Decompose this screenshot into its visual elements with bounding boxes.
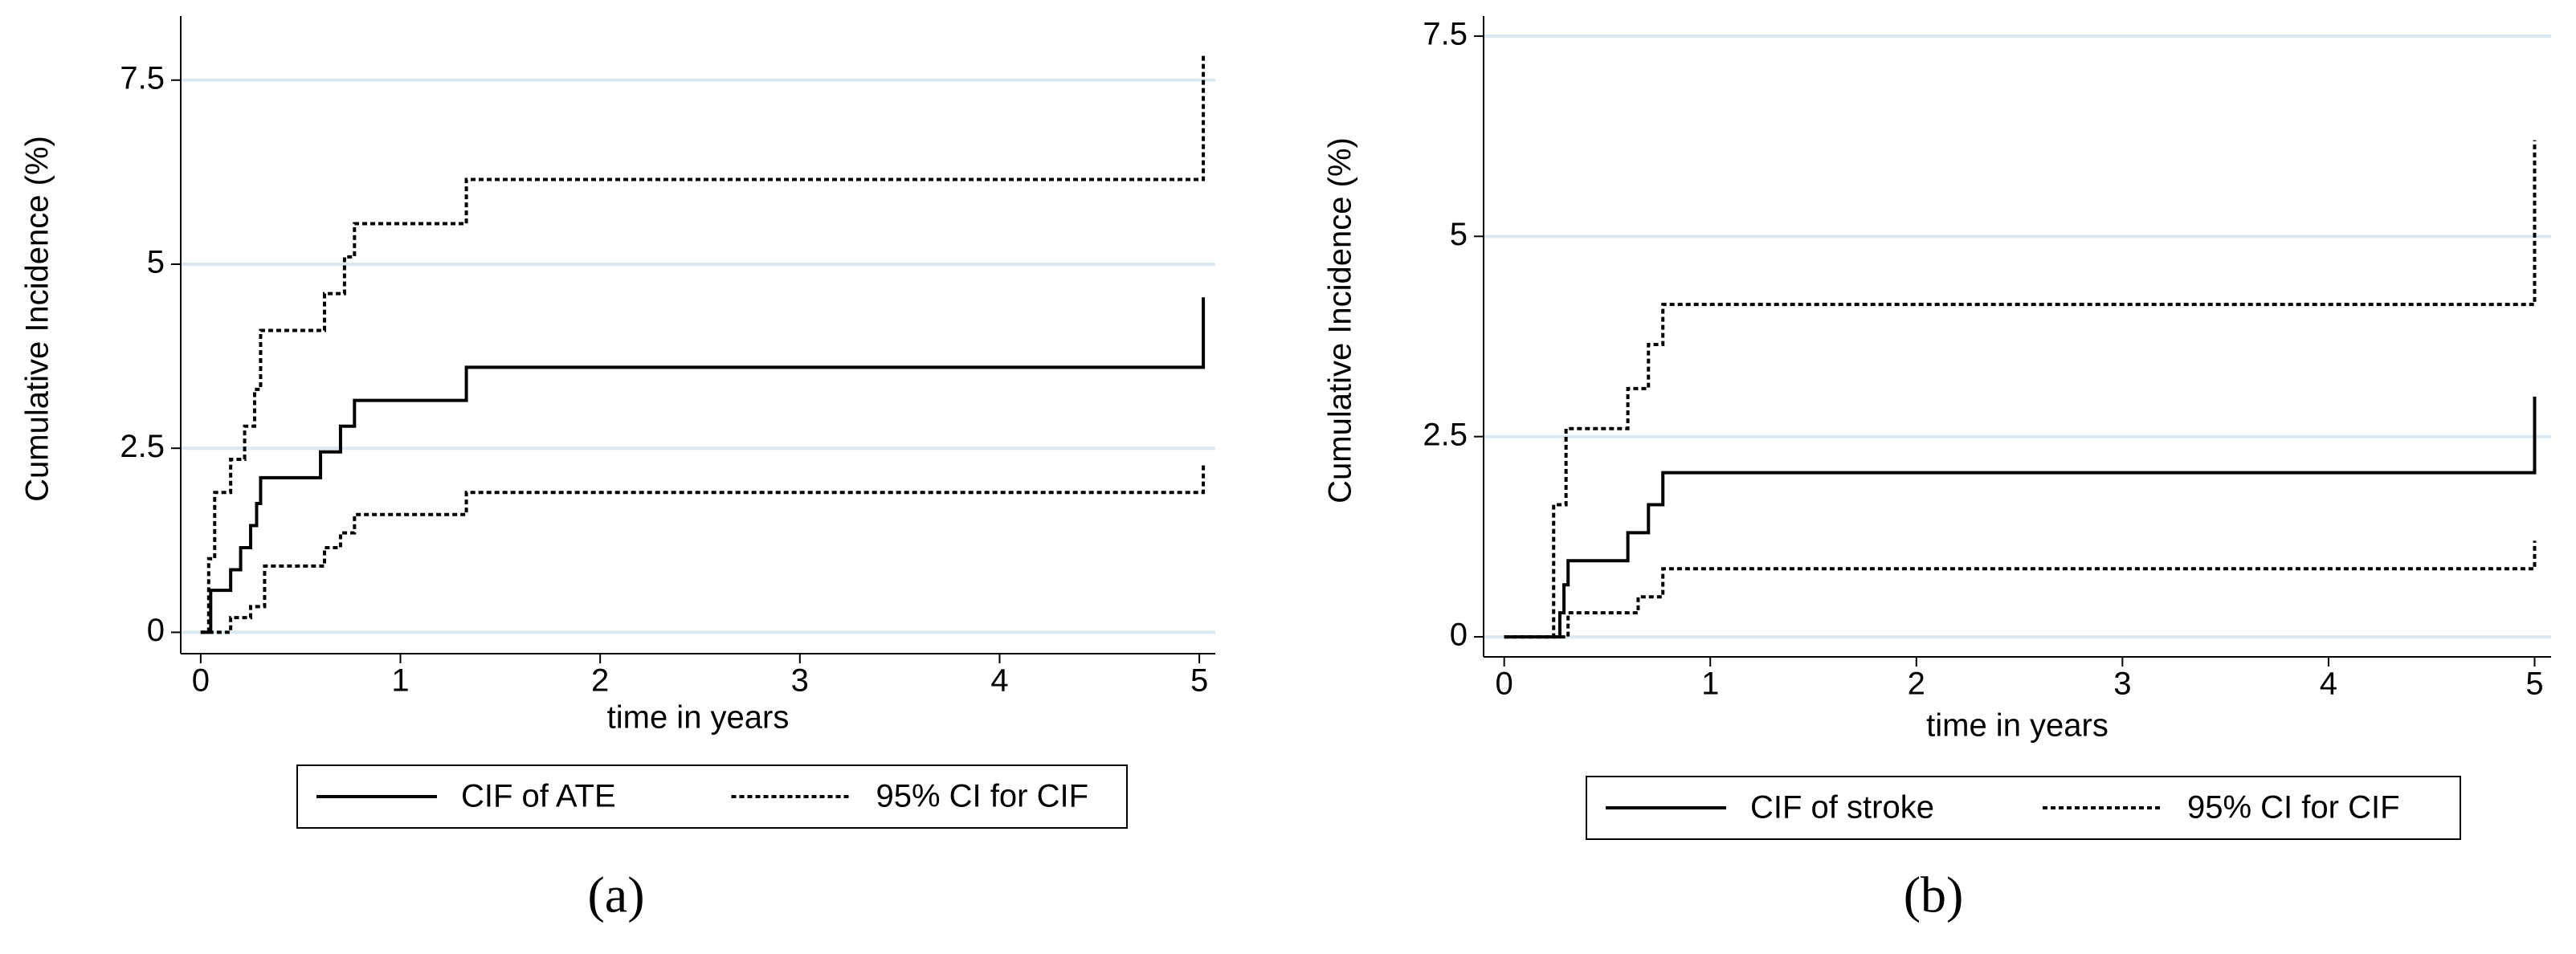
y-axis-title: Cumulative Incidence (%) <box>20 136 55 502</box>
legend-label: CIF of ATE <box>461 779 616 814</box>
y-tick-label: 5 <box>147 245 165 280</box>
legend-label: 95% CI for CIF <box>876 779 1089 814</box>
ci-lower-line <box>200 463 1206 634</box>
cif-line <box>200 297 1206 634</box>
y-tick-label: 2.5 <box>120 429 165 464</box>
panel-label: (b) <box>1904 866 1964 923</box>
y-axis-title: Cumulative Incidence (%) <box>1323 137 1358 503</box>
x-axis-title: time in years <box>1926 708 2109 744</box>
legend <box>1586 776 2461 840</box>
x-tick-label: 3 <box>2113 667 2131 702</box>
cif-line <box>1504 140 2537 639</box>
x-tick-label: 0 <box>192 663 210 699</box>
x-tick-label: 1 <box>391 663 409 699</box>
y-tick-label: 0 <box>147 613 165 648</box>
x-tick-label: 2 <box>591 663 609 699</box>
y-tick-label: 7.5 <box>120 60 165 96</box>
x-tick-label: 0 <box>1496 667 1513 702</box>
x-tick-label: 3 <box>791 663 809 699</box>
y-tick-label: 7.5 <box>1423 17 1468 52</box>
y-tick-label: 5 <box>1450 217 1468 252</box>
cif-line <box>200 54 1206 634</box>
ci-lower-line <box>1504 540 2537 639</box>
x-tick-label: 1 <box>1701 667 1719 702</box>
x-tick-label: 4 <box>2320 667 2337 702</box>
cif-line <box>1504 396 2537 639</box>
y-tick-label: 2.5 <box>1423 417 1468 452</box>
x-tick-label: 4 <box>990 663 1008 699</box>
panel-label: (a) <box>587 866 644 923</box>
y-tick-label: 0 <box>1450 618 1468 653</box>
x-axis-title: time in years <box>607 700 790 736</box>
x-tick-label: 5 <box>1190 663 1208 699</box>
legend-label: CIF of stroke <box>1750 790 1934 826</box>
x-tick-label: 2 <box>1908 667 1925 702</box>
x-tick-label: 5 <box>2525 667 2543 702</box>
legend-label: 95% CI for CIF <box>2187 790 2400 826</box>
